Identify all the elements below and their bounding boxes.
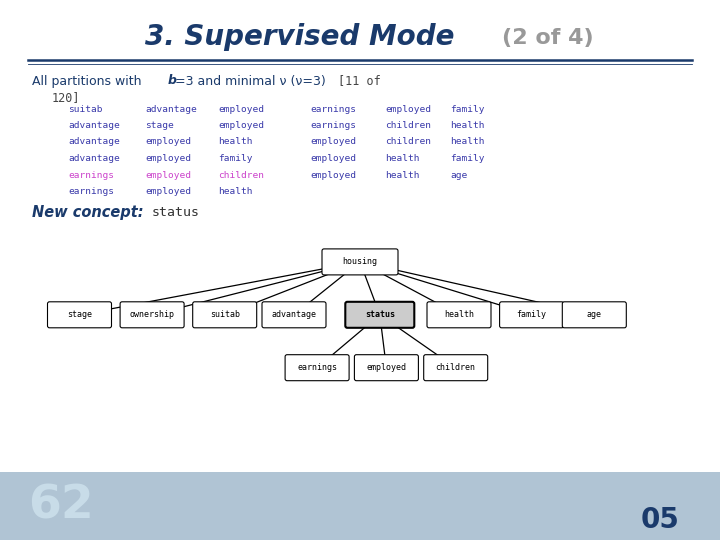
Text: employed: employed [218, 121, 264, 130]
Text: advantage: advantage [68, 138, 120, 146]
FancyBboxPatch shape [427, 302, 491, 328]
Bar [0, 472, 720, 540]
FancyBboxPatch shape [48, 302, 112, 328]
Text: advantage: advantage [271, 310, 317, 319]
Text: 05: 05 [641, 506, 680, 534]
Text: housing: housing [343, 258, 377, 266]
FancyBboxPatch shape [285, 355, 349, 381]
Text: stage: stage [67, 310, 92, 319]
Text: children: children [218, 171, 264, 179]
Text: suitab: suitab [68, 105, 102, 113]
Text: employed: employed [310, 154, 356, 163]
Text: advantage: advantage [145, 105, 197, 113]
Text: employed: employed [145, 171, 191, 179]
Text: employed: employed [385, 105, 431, 113]
Text: children: children [436, 363, 476, 372]
Text: employed: employed [145, 154, 191, 163]
FancyBboxPatch shape [193, 302, 257, 328]
Text: health: health [385, 154, 420, 163]
FancyBboxPatch shape [562, 302, 626, 328]
Text: 120]: 120] [52, 91, 81, 105]
Text: advantage: advantage [68, 121, 120, 130]
Text: health: health [385, 171, 420, 179]
Text: health: health [450, 121, 485, 130]
Text: New concept:: New concept: [32, 206, 149, 220]
Text: stage: stage [145, 121, 174, 130]
Text: earnings: earnings [310, 121, 356, 130]
Text: health: health [450, 138, 485, 146]
Text: family: family [450, 154, 485, 163]
Text: health: health [444, 310, 474, 319]
Text: children: children [385, 121, 431, 130]
FancyBboxPatch shape [423, 355, 487, 381]
Text: children: children [385, 138, 431, 146]
FancyBboxPatch shape [346, 302, 414, 328]
FancyBboxPatch shape [322, 249, 398, 275]
Text: family: family [517, 310, 546, 319]
Text: 62: 62 [28, 483, 94, 529]
FancyBboxPatch shape [262, 302, 326, 328]
Text: (2 of 4): (2 of 4) [502, 28, 593, 48]
Text: employed: employed [145, 138, 191, 146]
Text: employed: employed [145, 187, 191, 196]
Text: health: health [218, 187, 253, 196]
Text: employed: employed [310, 138, 356, 146]
Text: All partitions with: All partitions with [32, 75, 145, 87]
Text: age: age [587, 310, 602, 319]
Text: family: family [218, 154, 253, 163]
Text: earnings: earnings [68, 187, 114, 196]
FancyBboxPatch shape [120, 302, 184, 328]
Text: earnings: earnings [297, 363, 337, 372]
Text: employed: employed [218, 105, 264, 113]
FancyBboxPatch shape [354, 355, 418, 381]
Text: age: age [450, 171, 467, 179]
Text: b: b [168, 75, 177, 87]
Text: suitab: suitab [210, 310, 240, 319]
Text: advantage: advantage [68, 154, 120, 163]
Text: health: health [218, 138, 253, 146]
Text: status: status [365, 310, 395, 319]
Text: employed: employed [366, 363, 406, 372]
Text: =3 and minimal ν (ν=3): =3 and minimal ν (ν=3) [175, 75, 325, 87]
Text: [11 of: [11 of [338, 75, 381, 87]
FancyBboxPatch shape [500, 302, 564, 328]
Text: family: family [450, 105, 485, 113]
Text: earnings: earnings [68, 171, 114, 179]
Text: earnings: earnings [310, 105, 356, 113]
Text: status: status [152, 206, 200, 219]
Text: 3. Supervised Mode: 3. Supervised Mode [145, 23, 454, 51]
Text: ownership: ownership [130, 310, 174, 319]
Text: employed: employed [310, 171, 356, 179]
